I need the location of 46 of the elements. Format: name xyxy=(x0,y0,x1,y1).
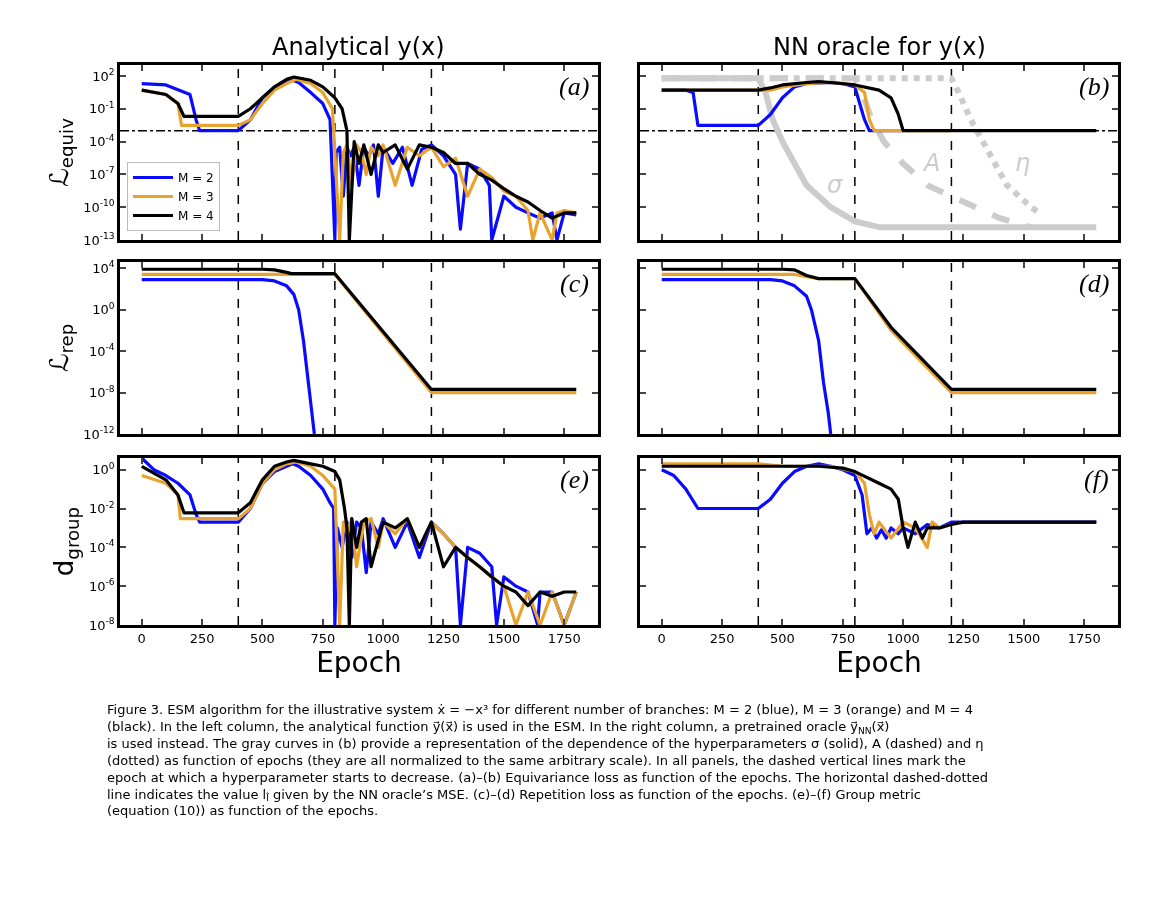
x-tick-label: 1000 xyxy=(366,631,400,647)
x-tick-label: 1750 xyxy=(547,631,581,647)
chart-title: NN oracle for y(x) xyxy=(773,33,986,61)
y-tick-label: 10$^{-2}$ xyxy=(89,499,115,517)
y-tick-label: 10$^{-4}$ xyxy=(89,132,115,150)
y-tick-label: 10$^{-6}$ xyxy=(89,577,115,594)
legend-label: M = 2 xyxy=(177,171,214,186)
y-tick-label: 10$^{-1}$ xyxy=(89,99,115,117)
annotation: (f) xyxy=(1084,465,1109,494)
x-tick-label: 1500 xyxy=(487,631,521,647)
y-tick-label: 10$^{-13}$ xyxy=(83,231,115,248)
y-tick-label: 10$^{2}$ xyxy=(92,67,115,84)
x-tick-label: 500 xyxy=(770,631,795,647)
legend-label: M = 3 xyxy=(177,190,214,205)
y-tick-label: 10$^{4}$ xyxy=(92,259,115,276)
annotation: (a) xyxy=(559,72,590,101)
x-tick-label: 750 xyxy=(830,631,856,647)
x-axis-title: Epoch xyxy=(836,646,922,680)
x-tick-label: 1500 xyxy=(1007,631,1041,647)
chart-title: Analytical y(x) xyxy=(272,33,445,61)
x-tick-label: 750 xyxy=(310,631,336,647)
x-tick-label: 0 xyxy=(657,631,666,647)
y-tick-label: 10$^{0}$ xyxy=(92,300,115,318)
x-tick-label: 250 xyxy=(189,631,215,647)
annotation: (b) xyxy=(1079,72,1110,101)
x-tick-label: 1250 xyxy=(426,631,461,647)
x-tick-label: 0 xyxy=(137,631,146,647)
annotation: (c) xyxy=(560,269,589,298)
y-tick-label: 10$^{-7}$ xyxy=(89,165,115,182)
text: Figure 3. ESM algorithm for the illustrative system ẋ = −x³ for different number of branches: M = 2 (blue), M = 3 (orange) and M = 4 (black). In the left column, the analytical function y⃗(x⃗) is used in the ESM. In the right column, a pretrained oracle y⃗$_{NN}$(x⃗) is used instead. The gray curves in (b) provide a representation of the dependence of the hyperparameters σ (solid), A (dashed) and η (dotted) as function of epochs (they are all normalized to the same arbitrary scale). In all panels, the dashed vertical lines mark the epoch at which a hyperparameter starts to decrease. (a)–(b) Equivariance loss as function of the epochs. The horizontal dashed-dotted line indicates the value l$_{Î}$ given by the NN oracle’s MSE. (c)–(d) Repetition loss as function of the epochs. (e)–(f) Group metric (equation (10)) as function of the epochs. xyxy=(107,702,988,819)
y-tick-label: 10$^{-4}$ xyxy=(89,342,115,359)
y-tick-label: 10$^{-8}$ xyxy=(89,616,115,633)
annotation: (e) xyxy=(560,465,589,494)
y-tick-label: 10$^{-10}$ xyxy=(83,198,115,215)
y-tick-label: 10$^{-12}$ xyxy=(83,425,115,442)
x-axis-title: Epoch xyxy=(316,646,402,680)
x-tick-label: 1750 xyxy=(1067,631,1101,647)
legend-label: M = 4 xyxy=(177,209,214,224)
x-tick-label: 1250 xyxy=(946,631,981,647)
x-tick-label: 500 xyxy=(250,631,275,647)
y-tick-label: 10$^{-8}$ xyxy=(89,383,115,401)
x-tick-label: 250 xyxy=(709,631,735,647)
y-tick-label: 10$^{0}$ xyxy=(92,460,115,478)
y-tick-label: 10$^{-4}$ xyxy=(89,538,115,555)
annotation: (d) xyxy=(1079,269,1110,298)
x-tick-label: 1000 xyxy=(886,631,920,647)
